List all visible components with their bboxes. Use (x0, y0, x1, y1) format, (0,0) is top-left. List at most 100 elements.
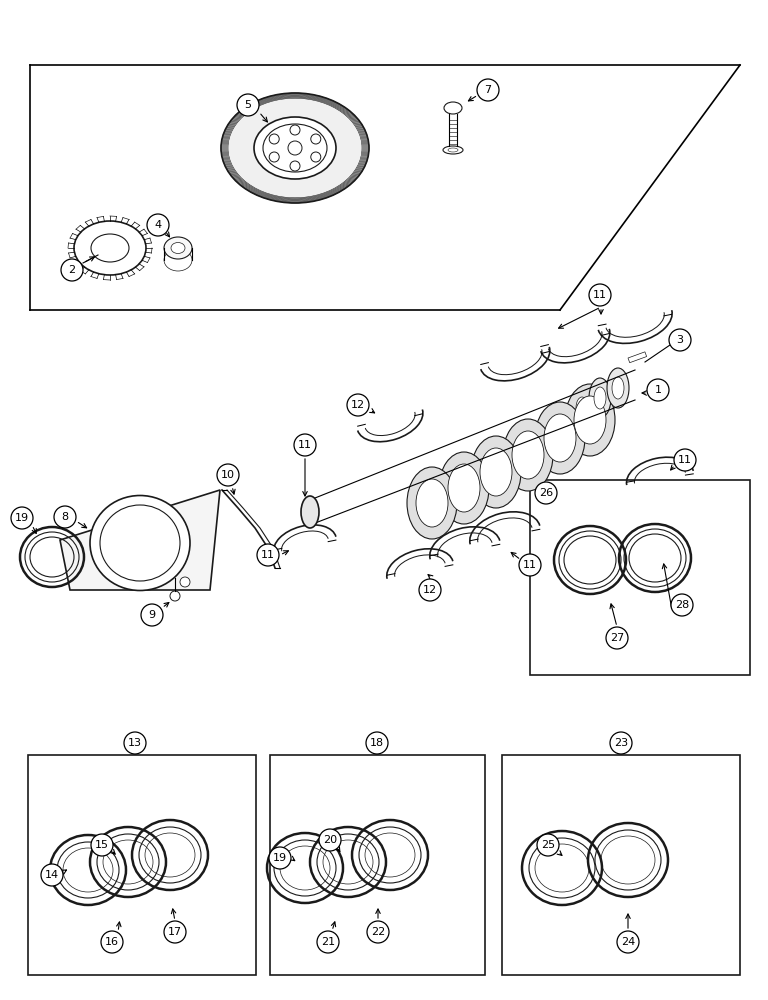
Text: 10: 10 (221, 470, 235, 480)
Text: 8: 8 (61, 512, 68, 522)
Circle shape (671, 594, 693, 616)
Circle shape (317, 931, 339, 953)
Text: 9: 9 (148, 610, 156, 620)
Circle shape (288, 141, 302, 155)
Circle shape (141, 604, 163, 626)
Circle shape (170, 591, 180, 601)
Circle shape (270, 152, 280, 162)
Text: 11: 11 (593, 290, 607, 300)
Ellipse shape (565, 384, 615, 456)
Circle shape (347, 394, 369, 416)
Ellipse shape (589, 378, 611, 418)
Text: 2: 2 (68, 265, 75, 275)
Text: 11: 11 (261, 550, 275, 560)
Bar (28, 755, 256, 975)
Text: 11: 11 (678, 455, 692, 465)
Ellipse shape (164, 237, 192, 259)
Ellipse shape (301, 496, 319, 528)
Ellipse shape (576, 397, 588, 419)
Ellipse shape (612, 377, 624, 399)
Circle shape (54, 506, 76, 528)
Text: 5: 5 (244, 100, 251, 110)
Circle shape (147, 214, 169, 236)
Text: 19: 19 (15, 513, 29, 523)
Bar (628, 352, 647, 363)
Ellipse shape (416, 479, 448, 527)
Ellipse shape (544, 414, 576, 462)
Ellipse shape (503, 419, 553, 491)
Circle shape (537, 834, 559, 856)
Text: 18: 18 (370, 738, 384, 748)
Text: 13: 13 (128, 738, 142, 748)
Circle shape (124, 732, 146, 754)
Text: 25: 25 (541, 840, 555, 850)
Circle shape (311, 134, 321, 144)
Ellipse shape (571, 388, 593, 428)
Text: 28: 28 (675, 600, 689, 610)
Text: 26: 26 (539, 488, 553, 498)
Circle shape (91, 834, 113, 856)
Circle shape (367, 921, 389, 943)
Circle shape (606, 627, 628, 649)
Circle shape (237, 94, 259, 116)
Circle shape (217, 464, 239, 486)
Text: 27: 27 (610, 633, 624, 643)
Ellipse shape (254, 117, 336, 179)
Circle shape (269, 847, 291, 869)
Text: 23: 23 (614, 738, 628, 748)
Circle shape (319, 829, 341, 851)
Bar (270, 755, 485, 975)
Circle shape (257, 544, 279, 566)
Text: 11: 11 (523, 560, 537, 570)
Circle shape (164, 921, 186, 943)
Text: 22: 22 (371, 927, 385, 937)
Circle shape (535, 482, 557, 504)
Ellipse shape (221, 93, 369, 203)
Ellipse shape (444, 102, 462, 114)
Circle shape (519, 554, 541, 576)
Circle shape (311, 152, 321, 162)
Text: 7: 7 (485, 85, 492, 95)
Circle shape (589, 284, 611, 306)
Circle shape (366, 732, 388, 754)
Circle shape (11, 507, 33, 529)
Bar (502, 755, 740, 975)
Text: 14: 14 (45, 870, 59, 880)
Circle shape (610, 732, 632, 754)
Text: 11: 11 (298, 440, 312, 450)
Ellipse shape (439, 452, 489, 524)
Ellipse shape (607, 368, 629, 408)
Circle shape (180, 577, 190, 587)
Circle shape (290, 125, 300, 135)
Bar (530, 480, 750, 675)
Circle shape (477, 79, 499, 101)
Circle shape (290, 161, 300, 171)
Ellipse shape (594, 387, 606, 409)
Circle shape (617, 931, 639, 953)
Text: 19: 19 (273, 853, 287, 863)
Text: 24: 24 (621, 937, 635, 947)
Text: 12: 12 (423, 585, 437, 595)
Ellipse shape (512, 431, 544, 479)
Text: 12: 12 (351, 400, 365, 410)
Ellipse shape (448, 464, 480, 512)
Ellipse shape (171, 242, 185, 253)
Text: 20: 20 (323, 835, 337, 845)
Text: 1: 1 (654, 385, 661, 395)
Ellipse shape (574, 396, 606, 444)
Ellipse shape (443, 146, 463, 154)
Circle shape (270, 134, 280, 144)
Ellipse shape (90, 495, 190, 590)
Circle shape (41, 864, 63, 886)
Text: 21: 21 (321, 937, 335, 947)
Circle shape (419, 579, 441, 601)
Text: 16: 16 (105, 937, 119, 947)
Ellipse shape (407, 467, 457, 539)
Polygon shape (60, 490, 220, 590)
Ellipse shape (480, 448, 512, 496)
Ellipse shape (471, 436, 521, 508)
Text: 3: 3 (677, 335, 684, 345)
Circle shape (294, 434, 316, 456)
Circle shape (101, 931, 123, 953)
Ellipse shape (535, 402, 585, 474)
